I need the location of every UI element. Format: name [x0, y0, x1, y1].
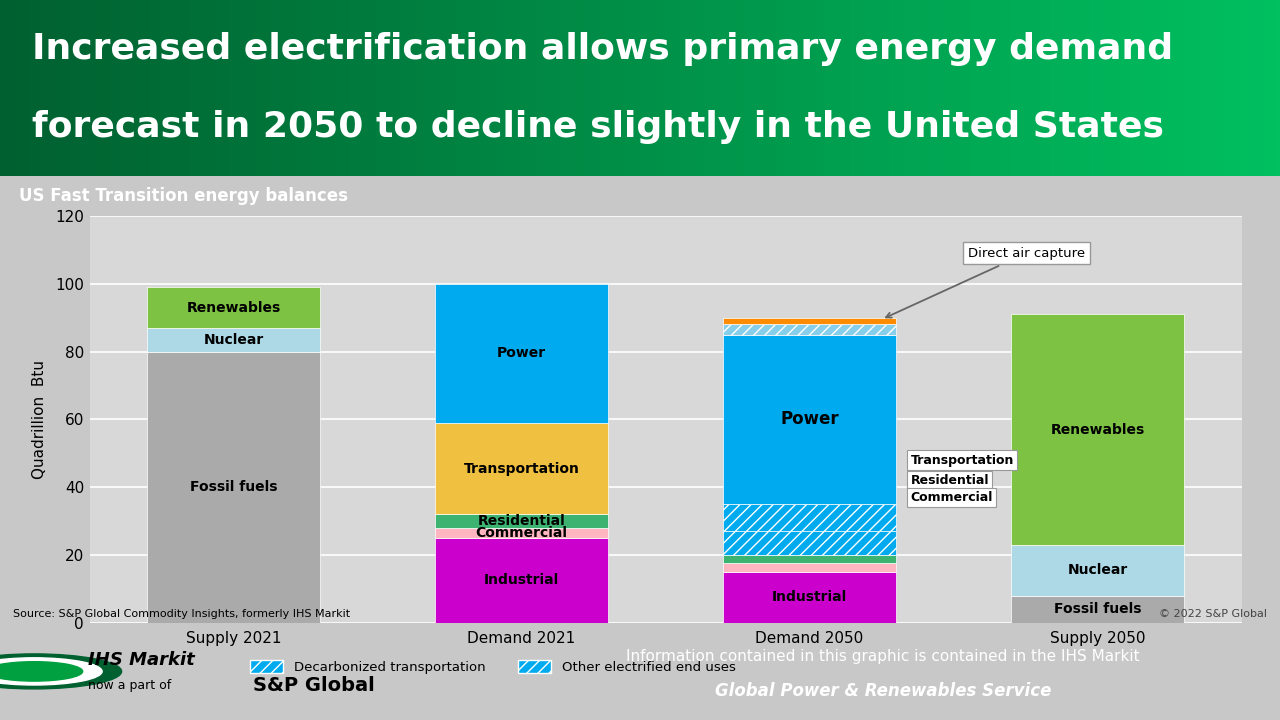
Bar [435, 423, 608, 514]
Bar [1011, 545, 1184, 595]
Bar [723, 504, 896, 531]
Y-axis label: Quadrillion  Btu: Quadrillion Btu [32, 360, 47, 479]
Circle shape [0, 662, 83, 681]
Text: Nuclear: Nuclear [1068, 563, 1128, 577]
Text: Transportation: Transportation [910, 454, 1014, 467]
Text: Renewables: Renewables [187, 300, 280, 315]
Text: forecast in 2050 to decline slightly in the United States: forecast in 2050 to decline slightly in … [32, 110, 1164, 144]
Text: Power: Power [497, 346, 547, 360]
Legend: Decarbonized transportation, Other electrified end uses: Decarbonized transportation, Other elect… [244, 654, 741, 679]
Text: Residential: Residential [910, 474, 989, 487]
Text: Fossil fuels: Fossil fuels [189, 480, 278, 494]
Bar [723, 335, 896, 504]
Text: Increased electrification allows primary energy demand: Increased electrification allows primary… [32, 32, 1174, 66]
Bar [435, 538, 608, 623]
Text: US Fast Transition energy balances: US Fast Transition energy balances [19, 187, 348, 205]
Bar [723, 572, 896, 623]
Text: Industrial: Industrial [772, 590, 847, 604]
Bar [147, 328, 320, 351]
Text: S&P Global: S&P Global [253, 677, 375, 696]
Bar [435, 284, 608, 423]
Circle shape [0, 654, 122, 689]
Text: Nuclear: Nuclear [204, 333, 264, 347]
Text: Source: S&P Global Commodity Insights, formerly IHS Markit: Source: S&P Global Commodity Insights, f… [13, 609, 349, 619]
Bar [723, 318, 896, 325]
Text: Commercial: Commercial [476, 526, 567, 540]
Text: Direct air capture: Direct air capture [886, 247, 1085, 318]
Text: now a part of: now a part of [87, 680, 170, 693]
Text: Transportation: Transportation [463, 462, 580, 475]
Bar [723, 325, 896, 335]
Text: Power: Power [781, 410, 838, 428]
Bar [147, 287, 320, 328]
Bar [435, 514, 608, 528]
Bar [723, 555, 896, 564]
Bar [723, 531, 896, 555]
Bar [435, 528, 608, 538]
Text: © 2022 S&P Global: © 2022 S&P Global [1160, 609, 1267, 619]
Bar [1011, 315, 1184, 545]
Bar [147, 351, 320, 623]
Bar [1011, 595, 1184, 623]
Text: Information contained in this graphic is contained in the IHS Markit: Information contained in this graphic is… [626, 649, 1140, 665]
Text: Fossil fuels: Fossil fuels [1053, 602, 1142, 616]
Text: IHS Markit: IHS Markit [87, 651, 195, 669]
Text: Renewables: Renewables [1051, 423, 1144, 436]
Text: Industrial: Industrial [484, 573, 559, 588]
Text: Global Power & Renewables Service: Global Power & Renewables Service [716, 682, 1051, 700]
Text: Commercial: Commercial [910, 491, 993, 504]
Bar [723, 564, 896, 572]
Text: Residential: Residential [477, 514, 566, 528]
Circle shape [0, 658, 102, 685]
